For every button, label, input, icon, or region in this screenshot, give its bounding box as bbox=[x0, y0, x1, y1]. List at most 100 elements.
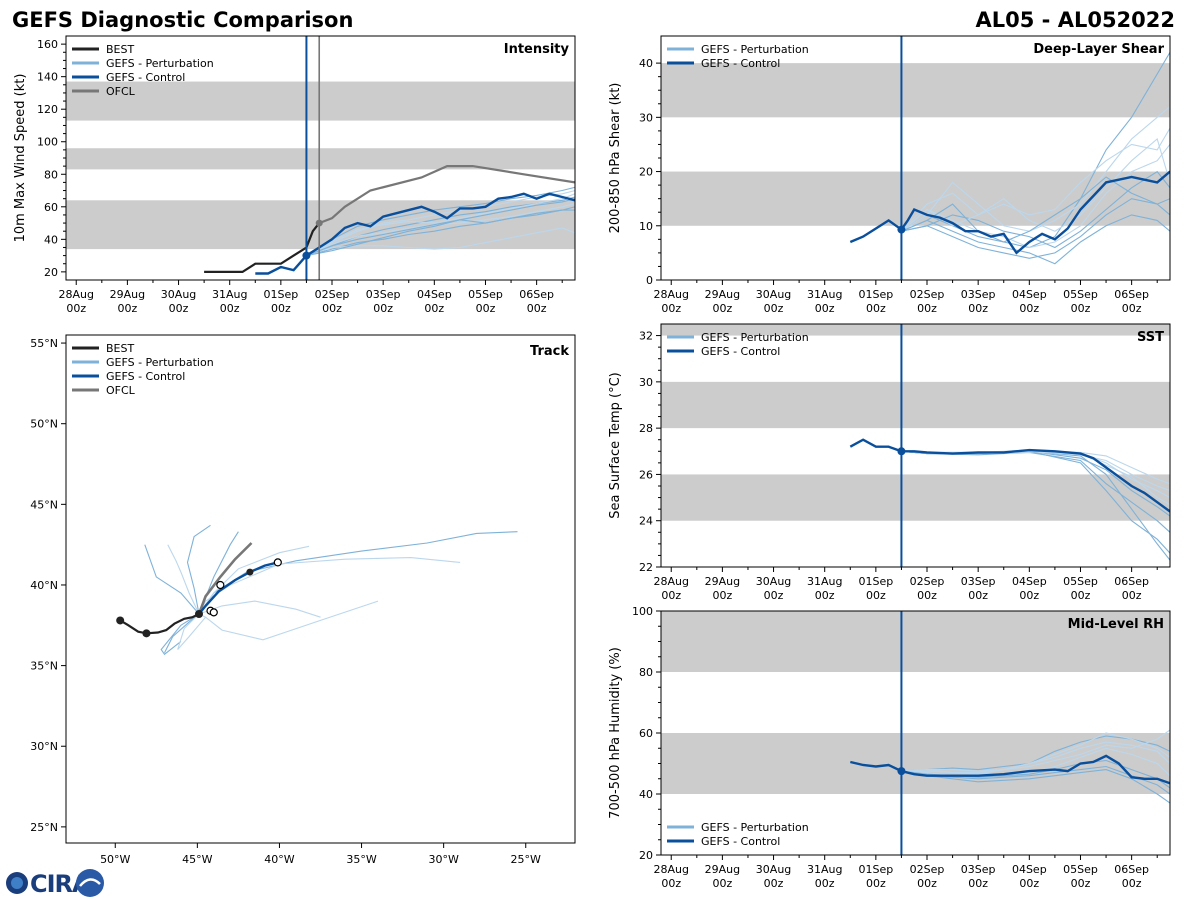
shear-ytick-label: 0 bbox=[646, 274, 653, 287]
shear-perturbation-line bbox=[901, 198, 1170, 259]
track-perturbation-line bbox=[198, 531, 518, 615]
sst-control-line bbox=[849, 438, 1170, 513]
rh-xtick-label: 00z bbox=[1122, 877, 1142, 890]
rh-xtick-label: 03Sep bbox=[961, 863, 996, 876]
rh-panel: 2040608010028Aug00z29Aug00z30Aug00z31Aug… bbox=[608, 605, 1171, 890]
sst-xtick-label: 00z bbox=[917, 589, 937, 602]
track-lon-label: 35°W bbox=[346, 853, 376, 866]
intensity-perturbation-line bbox=[306, 209, 575, 257]
shear-band bbox=[661, 171, 1170, 226]
intensity-band bbox=[66, 81, 575, 121]
sst-xtick-label: 00z bbox=[661, 589, 681, 602]
rh-band bbox=[661, 611, 1170, 672]
intensity-xtick-label: 00z bbox=[66, 302, 86, 315]
sst-panel: 22242628303228Aug00z29Aug00z30Aug00z31Au… bbox=[608, 323, 1171, 602]
intensity-ytick-label: 120 bbox=[37, 103, 58, 116]
rh-ytick-label: 20 bbox=[639, 849, 653, 862]
sst-ylabel: Sea Surface Temp (°C) bbox=[608, 372, 623, 519]
rh-perturbation-line bbox=[901, 769, 1170, 804]
rh-xtick-label: 02Sep bbox=[910, 863, 945, 876]
shear-ylabel: 200-850 hPa Shear (kt) bbox=[608, 83, 623, 234]
intensity-title: Intensity bbox=[504, 42, 570, 57]
intensity-best-line bbox=[204, 222, 321, 273]
sst-band bbox=[661, 381, 1170, 429]
intensity-ofcl-line bbox=[318, 165, 575, 225]
intensity-xtick-label: 00z bbox=[527, 302, 547, 315]
shear-xtick-label: 02Sep bbox=[910, 288, 945, 301]
rh-band bbox=[661, 733, 1170, 794]
shear-xtick-label: 00z bbox=[661, 302, 681, 315]
intensity-legend-control-label: GEFS - Control bbox=[106, 71, 185, 84]
rh-xtick-label: 31Aug bbox=[807, 863, 842, 876]
sst-xtick-label: 00z bbox=[968, 589, 988, 602]
intensity-xtick-label: 05Sep bbox=[468, 288, 503, 301]
rh-xtick-label: 06Sep bbox=[1114, 863, 1149, 876]
storm-id-title: AL05 - AL052022 bbox=[976, 8, 1176, 32]
sst-ytick-label: 22 bbox=[639, 561, 653, 574]
rh-ylabel: 700-500 hPa Humidity (%) bbox=[608, 647, 623, 819]
rh-ytick-label: 40 bbox=[639, 788, 653, 801]
rh-xtick-label: 00z bbox=[1019, 877, 1039, 890]
shear-legend-control-label: GEFS - Control bbox=[701, 57, 780, 70]
intensity-xtick-label: 30Aug bbox=[161, 288, 196, 301]
sst-band bbox=[661, 474, 1170, 521]
sst-xtick-label: 31Aug bbox=[807, 575, 842, 588]
intensity-xtick-label: 00z bbox=[424, 302, 444, 315]
shear-xtick-label: 00z bbox=[917, 302, 937, 315]
shear-xtick-label: 00z bbox=[866, 302, 886, 315]
intensity-perturbation-line bbox=[306, 186, 575, 257]
intensity-ytick-label: 60 bbox=[44, 201, 58, 214]
shear-ytick-label: 10 bbox=[639, 220, 653, 233]
rh-plot-area bbox=[661, 611, 1170, 804]
intensity-plot-area bbox=[66, 81, 575, 275]
intensity-xtick-label: 00z bbox=[169, 302, 189, 315]
track-best-point bbox=[142, 629, 151, 638]
track-frame bbox=[65, 334, 576, 844]
shear-title: Deep-Layer Shear bbox=[1033, 42, 1164, 57]
sst-xtick-label: 06Sep bbox=[1114, 575, 1149, 588]
shear-legend-perturbation-label: GEFS - Perturbation bbox=[701, 43, 809, 56]
track-control-point bbox=[195, 610, 203, 618]
shear-panel: 01020304028Aug00z29Aug00z30Aug00z31Aug00… bbox=[608, 35, 1171, 315]
rh-ytick-label: 60 bbox=[639, 727, 653, 740]
track-legend-control-label: GEFS - Control bbox=[106, 370, 185, 383]
sst-title: SST bbox=[1137, 330, 1164, 345]
sst-xtick-label: 05Sep bbox=[1063, 575, 1098, 588]
intensity-legend-perturbation-label: GEFS - Perturbation bbox=[106, 57, 214, 70]
track-legend-ofcl-label: OFCL bbox=[106, 384, 136, 397]
rh-xtick-label: 00z bbox=[968, 877, 988, 890]
intensity-xtick-label: 04Sep bbox=[417, 288, 452, 301]
track-legend-perturbation-label: GEFS - Perturbation bbox=[106, 356, 214, 369]
intensity-xtick-label: 29Aug bbox=[110, 288, 145, 301]
sst-xtick-label: 00z bbox=[764, 589, 784, 602]
shear-xtick-label: 04Sep bbox=[1012, 288, 1047, 301]
intensity-ylabel: 10m Max Wind Speed (kt) bbox=[13, 74, 28, 243]
rh-xtick-label: 04Sep bbox=[1012, 863, 1047, 876]
track-perturbation-line bbox=[198, 545, 310, 615]
track-ofcl-point bbox=[216, 580, 225, 590]
track-perturbation-line bbox=[164, 613, 200, 653]
rh-perturbation-line bbox=[901, 741, 1170, 772]
shear-init-marker bbox=[897, 225, 906, 234]
track-lon-label: 30°W bbox=[428, 853, 458, 866]
intensity-xtick-label: 00z bbox=[373, 302, 393, 315]
track-perturbation-line bbox=[160, 613, 200, 656]
shear-xtick-label: 00z bbox=[1122, 302, 1142, 315]
shear-xtick-label: 05Sep bbox=[1063, 288, 1098, 301]
rh-xtick-label: 28Aug bbox=[653, 863, 688, 876]
shear-ytick-label: 30 bbox=[639, 111, 653, 124]
rh-legend-control-label: GEFS - Control bbox=[701, 835, 780, 848]
intensity-ytick-label: 80 bbox=[44, 168, 58, 181]
rh-title: Mid-Level RH bbox=[1068, 617, 1164, 632]
logo-globe-inner bbox=[11, 877, 23, 889]
track-perturbation-line bbox=[144, 544, 200, 615]
shear-band bbox=[661, 63, 1170, 118]
shear-plot-area bbox=[661, 52, 1170, 265]
intensity-xtick-label: 01Sep bbox=[263, 288, 298, 301]
intensity-legend-ofcl-label: OFCL bbox=[106, 85, 136, 98]
rh-xtick-label: 01Sep bbox=[858, 863, 893, 876]
intensity-perturbation-line bbox=[306, 227, 575, 257]
sst-xtick-label: 00z bbox=[1122, 589, 1142, 602]
intensity-xtick-label: 00z bbox=[117, 302, 137, 315]
rh-xtick-label: 05Sep bbox=[1063, 863, 1098, 876]
